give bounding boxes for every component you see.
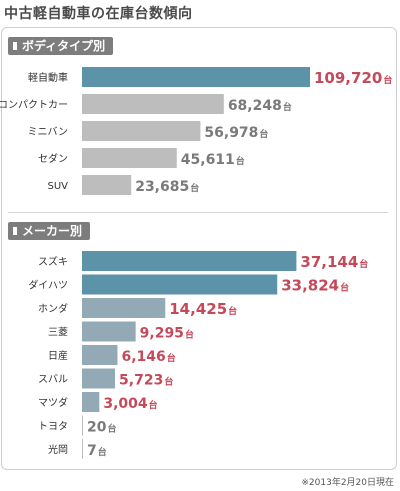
bar [82, 439, 83, 459]
bar [82, 274, 278, 295]
category-label: ミニバン [28, 126, 69, 138]
value-label: 6,146台 [121, 349, 175, 365]
value-label: 7台 [87, 443, 107, 459]
bar [82, 415, 83, 436]
category-label: 三菱 [48, 327, 68, 339]
bar [82, 251, 297, 271]
value-number: 23,685 [135, 179, 189, 195]
value-unit: 台 [283, 101, 292, 113]
value-label: 5,723台 [119, 373, 173, 389]
bar [82, 148, 177, 168]
category-label: ダイハツ [28, 279, 68, 292]
value-unit: 台 [167, 352, 176, 364]
category-label: 軽自動車 [28, 71, 68, 84]
category-label: マツダ [38, 396, 68, 409]
footnote: ※2013年2月20日現在 [301, 478, 394, 488]
value-label: 109,720台 [314, 69, 392, 87]
value-number: 3,004 [103, 396, 148, 412]
chart-panel [1, 27, 397, 470]
value-number: 37,144 [300, 253, 358, 271]
category-label: 日産 [48, 349, 68, 362]
category-label: セダン [38, 152, 68, 165]
value-number: 68,248 [228, 98, 282, 114]
category-label: SUV [47, 181, 68, 192]
category-label: トヨタ [38, 421, 68, 433]
category-label: ホンダ [38, 302, 68, 315]
bar [82, 175, 132, 195]
category-label: スバル [38, 374, 68, 386]
section-tab-maker: メーカー別 [8, 222, 91, 240]
value-unit: 台 [228, 305, 237, 317]
value-unit: 台 [190, 182, 199, 194]
value-number: 33,824 [281, 277, 339, 295]
value-unit: 台 [340, 282, 349, 294]
value-label: 56,978台 [204, 125, 268, 141]
bar [82, 321, 136, 342]
bar [82, 392, 100, 412]
section-title-maker: メーカー別 [22, 224, 83, 238]
value-label: 33,824台 [281, 277, 349, 295]
value-number: 109,720 [314, 69, 382, 87]
value-number: 45,611 [181, 152, 235, 168]
category-label: スズキ [38, 255, 68, 268]
value-label: 9,295台 [140, 326, 194, 342]
section-tab-body-type: ボディタイプ別 [8, 37, 114, 55]
value-number: 5,723 [119, 373, 163, 389]
value-number: 56,978 [204, 125, 258, 141]
bar [82, 368, 116, 389]
bar [82, 94, 224, 114]
category-label: 光岡 [48, 443, 68, 456]
bar [82, 298, 166, 318]
value-unit: 台 [98, 446, 107, 458]
value-label: 23,685台 [135, 179, 199, 195]
bar [82, 345, 118, 365]
value-label: 45,611台 [181, 152, 245, 168]
value-unit: 台 [185, 329, 194, 341]
value-number: 6,146 [121, 349, 165, 365]
value-number: 9,295 [140, 326, 184, 342]
value-number: 7 [87, 443, 97, 459]
value-unit: 台 [149, 399, 158, 411]
value-unit: 台 [259, 128, 268, 140]
value-label: 14,425台 [169, 300, 237, 318]
category-label: コンパクトカー [0, 99, 68, 111]
value-unit: 台 [383, 74, 392, 86]
bar [82, 121, 201, 141]
value-unit: 台 [236, 155, 245, 167]
value-label: 20台 [87, 420, 117, 436]
value-unit: 台 [107, 423, 116, 435]
value-label: 37,144台 [300, 253, 368, 271]
value-number: 20 [87, 420, 107, 436]
section-title-body-type: ボディタイプ別 [22, 39, 106, 53]
value-label: 68,248台 [228, 98, 292, 114]
value-label: 3,004台 [103, 396, 157, 412]
page-title: 中古軽自動車の在庫台数傾向 [4, 6, 193, 22]
value-unit: 台 [359, 258, 368, 270]
bar [82, 67, 310, 87]
value-number: 14,425 [169, 300, 227, 318]
value-unit: 台 [164, 376, 173, 388]
section-divider [8, 212, 388, 213]
